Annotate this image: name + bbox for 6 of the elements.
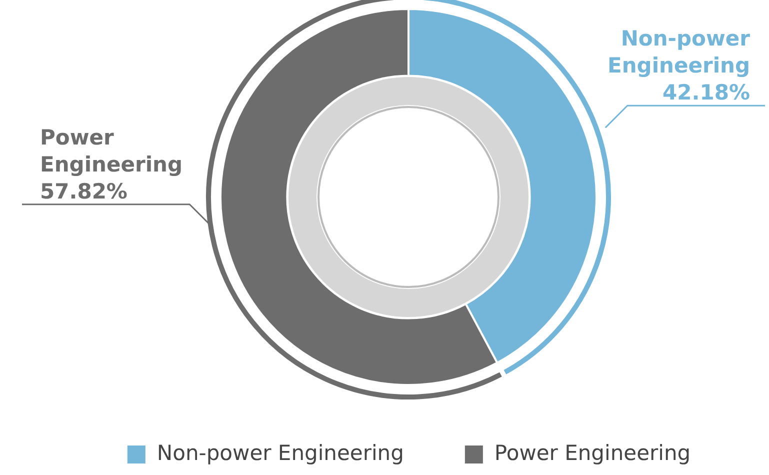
slice-label: Non-power Engineering <box>608 26 751 78</box>
data-label: 42.18% <box>662 80 750 105</box>
legend-label: Non-power Engineering <box>156 440 404 465</box>
slice-label: Power Engineering <box>40 125 182 176</box>
legend-label: Power Engineering <box>494 440 691 465</box>
data-label: 57.82% <box>40 179 128 204</box>
